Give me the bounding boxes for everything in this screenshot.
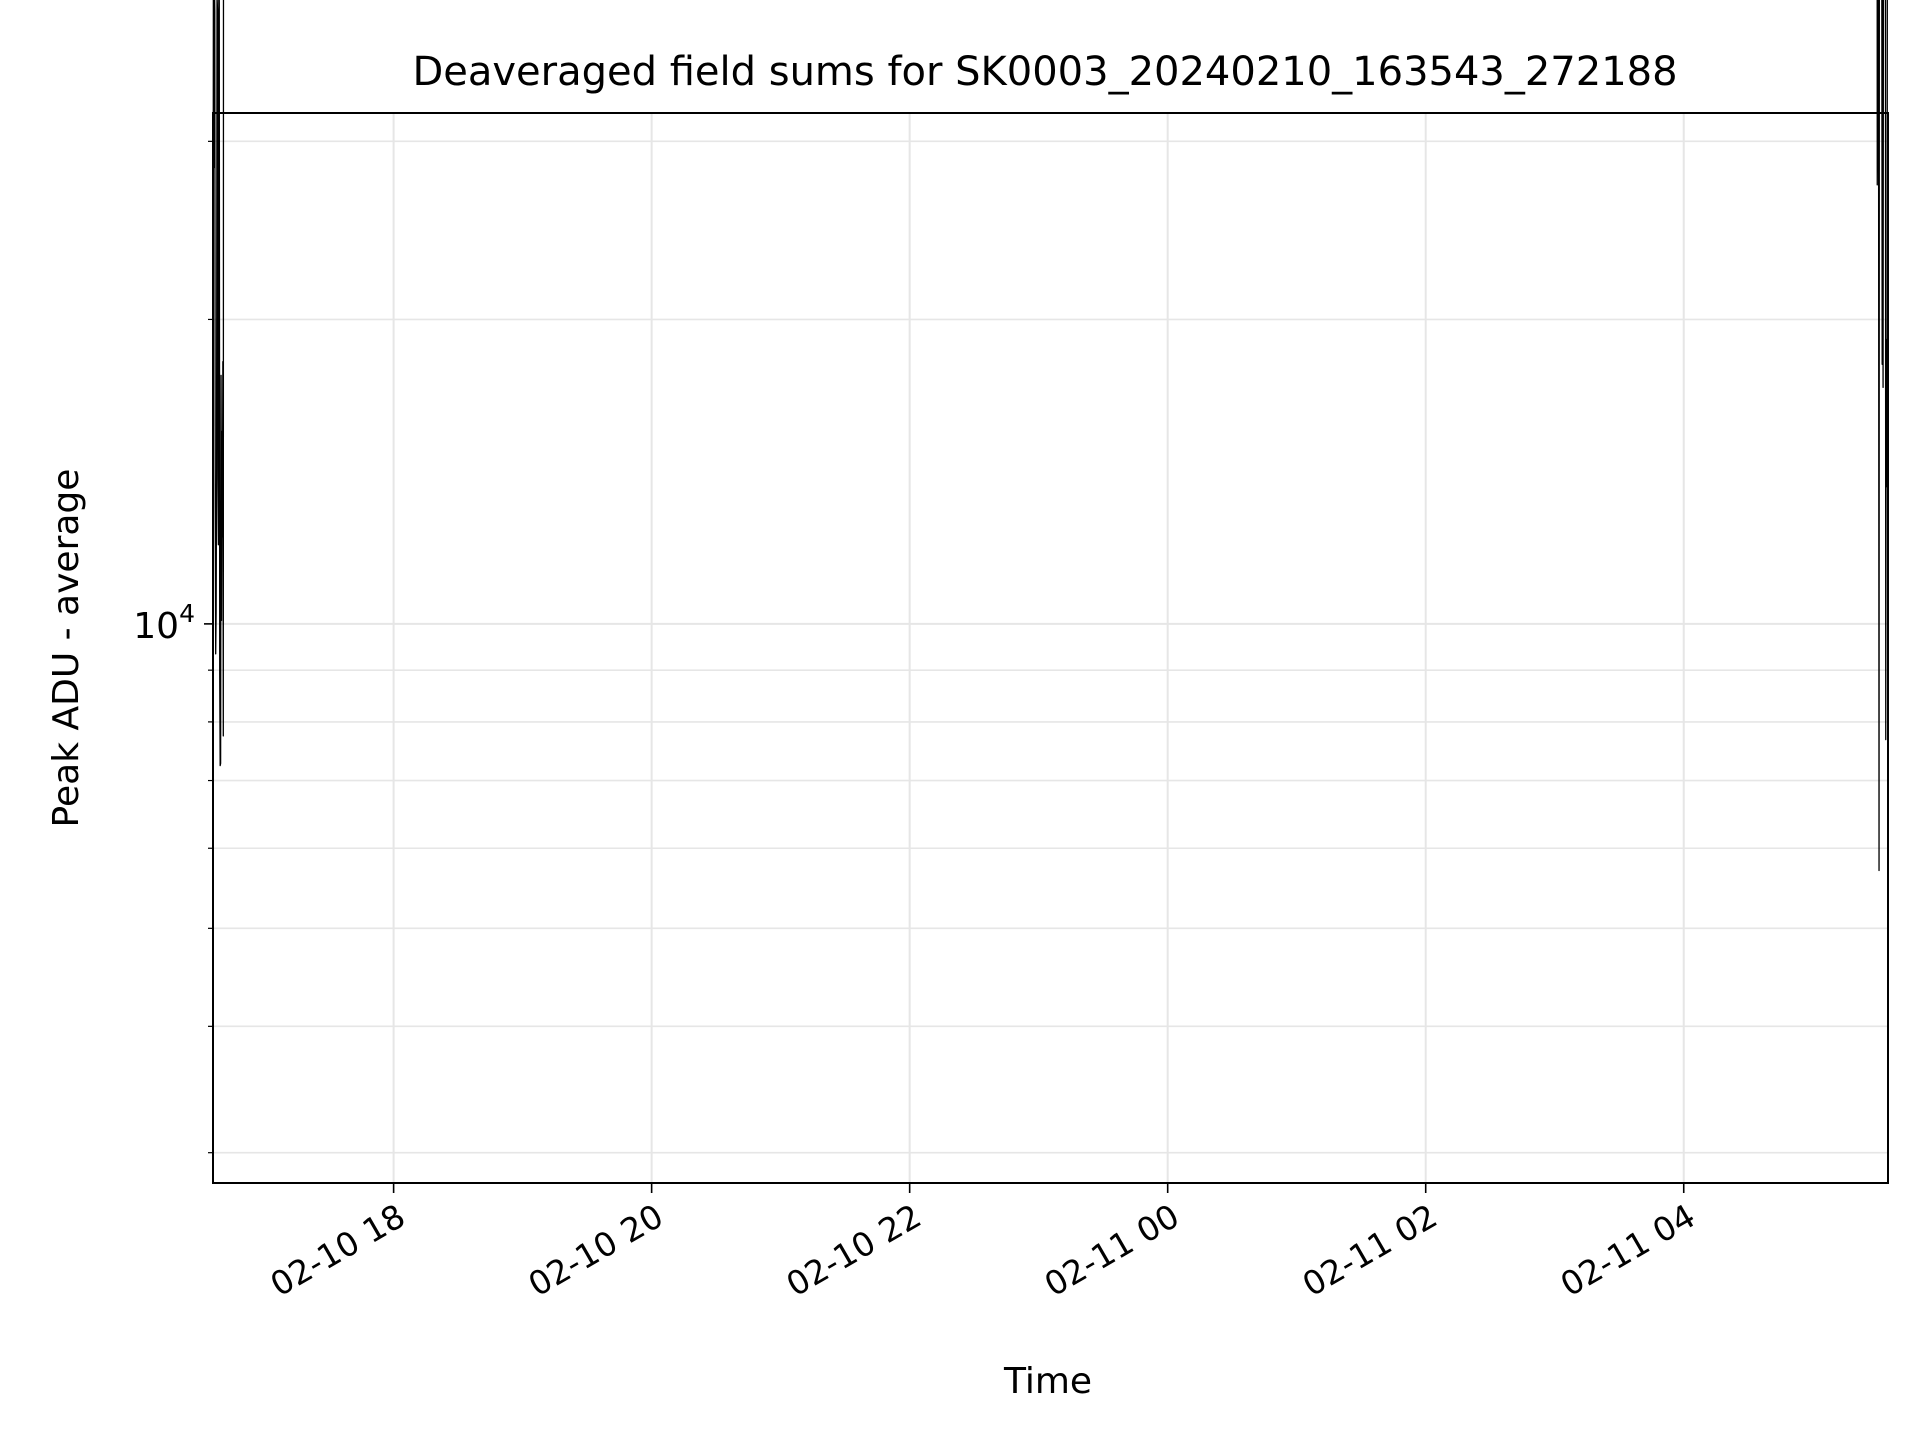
x-axis-ticks: 02-10 18 02-10 20 02-10 22 02-11 00 02-11 02… <box>264 1183 1702 1304</box>
plot-frame <box>212 112 1889 1184</box>
x-tick-label: 02-11 00 <box>1038 1196 1186 1304</box>
x-tick-label: 02-10 18 <box>264 1196 412 1304</box>
x-tick-label: 02-11 04 <box>1554 1196 1702 1304</box>
gridlines <box>213 113 1888 1183</box>
x-tick-label: 02-10 22 <box>780 1196 928 1304</box>
x-tick-label: 02-11 02 <box>1296 1196 1444 1304</box>
x-tick-label: 02-10 20 <box>522 1196 670 1304</box>
x-axis-label: Time <box>1003 1361 1092 1402</box>
series-group <box>212 0 1888 872</box>
chart-title: Deaveraged field sums for SK0003_2024021… <box>412 49 1677 95</box>
y-axis-ticks: 104105106107 <box>133 140 213 1154</box>
series-line <box>212 0 1888 872</box>
y-axis-label: Peak ADU - average <box>46 469 87 828</box>
y-tick-label: 104 <box>133 599 195 647</box>
